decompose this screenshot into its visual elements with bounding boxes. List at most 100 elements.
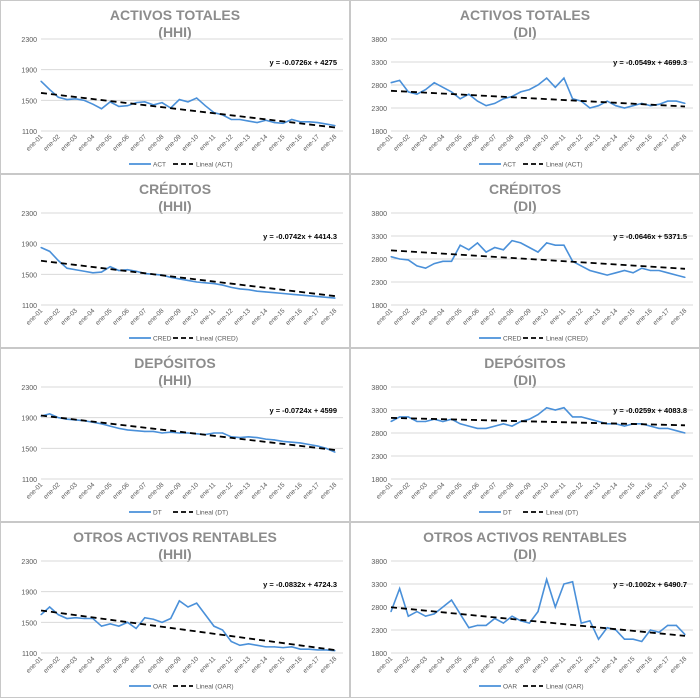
data-point — [256, 644, 258, 646]
x-tick-label: ene-10 — [531, 655, 551, 675]
legend-series-label: CRED — [153, 336, 172, 343]
data-point — [511, 240, 513, 242]
x-tick-label: ene-06 — [462, 307, 482, 327]
data-point — [187, 279, 189, 282]
data-point — [256, 437, 258, 439]
data-point — [511, 425, 513, 427]
legend-trend-label: Lineal (DT) — [546, 510, 578, 517]
data-point — [247, 120, 250, 122]
data-point — [161, 432, 163, 434]
data-point — [597, 638, 600, 640]
x-tick-label: ene-13 — [233, 655, 253, 675]
data-point — [178, 432, 180, 434]
data-point — [571, 581, 574, 583]
data-point — [476, 427, 479, 429]
x-tick-label: ene-14 — [250, 133, 270, 153]
data-point — [476, 242, 479, 244]
x-tick-label: ene-12 — [215, 481, 235, 501]
chart-panel: ACTIVOS TOTALES (HHI) 1100 1500 1900 2300 ene-… — [0, 0, 350, 174]
x-tick-label: ene-14 — [600, 133, 620, 153]
x-tick-label: ene-16 — [635, 307, 655, 327]
x-tick-label: ene-03 — [410, 481, 430, 501]
chart-svg: 18002300280033003800ene-01ene-02ene-03en… — [371, 37, 693, 169]
data-point — [247, 436, 250, 438]
data-point — [433, 82, 435, 84]
trend-line — [40, 92, 336, 129]
data-point — [273, 292, 276, 294]
data-point — [265, 646, 267, 648]
data-point — [196, 433, 198, 435]
data-point — [334, 297, 336, 299]
chart-subtitle: (DI) — [513, 372, 537, 388]
x-tick-label: ene-10 — [181, 481, 201, 501]
data-point — [658, 269, 660, 272]
x-tick-label: ene-14 — [600, 655, 620, 675]
x-tick-label: ene-04 — [427, 307, 447, 327]
legend-trend-label: Lineal (CRED) — [196, 336, 238, 343]
x-tick-label: ene-13 — [583, 307, 603, 327]
data-point — [589, 269, 591, 272]
chart-title-text: CRÉDITOS — [488, 181, 562, 197]
x-tick-label: ene-12 — [565, 655, 585, 675]
chart-panel: ACTIVOS TOTALES (DI) 1800 2300 2800 3300 3800 e… — [350, 0, 700, 174]
data-point — [407, 615, 409, 617]
data-point — [49, 250, 51, 252]
data-point — [144, 101, 146, 103]
data-point — [476, 624, 479, 626]
data-point — [282, 647, 284, 649]
data-point — [424, 267, 427, 269]
data-point — [152, 430, 155, 433]
y-tick-label: 1500 — [21, 446, 37, 453]
y-tick-label: 1900 — [21, 590, 37, 597]
y-tick-label: 1500 — [21, 98, 37, 105]
chart-subtitle: (DI) — [513, 546, 537, 562]
data-point — [485, 251, 487, 253]
data-point — [256, 121, 258, 124]
chart-panel: DEPÓSITOS (DI) 1800 2300 2800 3300 3800 ene-01 e… — [350, 348, 700, 522]
y-tick-label: 1800 — [371, 303, 387, 310]
x-tick-label: ene-12 — [565, 307, 585, 327]
y-tick-label: 2300 — [21, 559, 37, 566]
x-tick-label: ene-17 — [652, 481, 672, 501]
data-point — [546, 407, 548, 409]
data-point — [476, 100, 479, 102]
data-point — [485, 624, 487, 626]
data-point — [667, 272, 669, 274]
x-tick-label: ene-09 — [163, 133, 183, 153]
x-tick-label: ene-01 — [25, 655, 45, 675]
x-tick-label: ene-17 — [302, 481, 322, 501]
data-point — [109, 623, 111, 625]
trend-equation: y = -0.0726x + 4275 — [269, 58, 337, 67]
data-point — [273, 439, 276, 441]
x-tick-label: ene-05 — [444, 655, 464, 675]
y-tick-label: 2800 — [371, 83, 387, 90]
data-point — [100, 625, 103, 627]
data-point — [126, 105, 129, 107]
data-point — [299, 121, 302, 123]
legend-trend-label: Lineal (ACT) — [546, 162, 582, 169]
x-tick-label: ene-16 — [285, 481, 305, 501]
data-point — [442, 420, 444, 423]
y-tick-label: 2800 — [371, 605, 387, 612]
data-point — [528, 622, 530, 624]
data-point — [623, 638, 626, 640]
x-tick-label: ene-02 — [392, 307, 412, 327]
data-point — [424, 420, 427, 423]
legend-series-label: DT — [153, 510, 162, 517]
data-point — [291, 646, 293, 648]
data-point — [187, 606, 189, 608]
data-point — [632, 272, 634, 274]
data-point — [325, 296, 327, 298]
data-point — [83, 270, 85, 272]
x-tick-label: ene-05 — [444, 133, 464, 153]
y-tick-label: 2300 — [21, 385, 37, 392]
x-tick-label: ene-04 — [77, 481, 97, 501]
data-point — [74, 269, 77, 271]
chart-title-text: ACTIVOS TOTALES — [459, 7, 591, 23]
data-point — [597, 272, 600, 274]
data-point — [66, 617, 68, 620]
x-tick-label: ene-16 — [285, 307, 305, 327]
data-point — [623, 269, 626, 272]
chart-title-text: DEPÓSITOS — [484, 355, 566, 371]
data-point — [213, 432, 215, 434]
